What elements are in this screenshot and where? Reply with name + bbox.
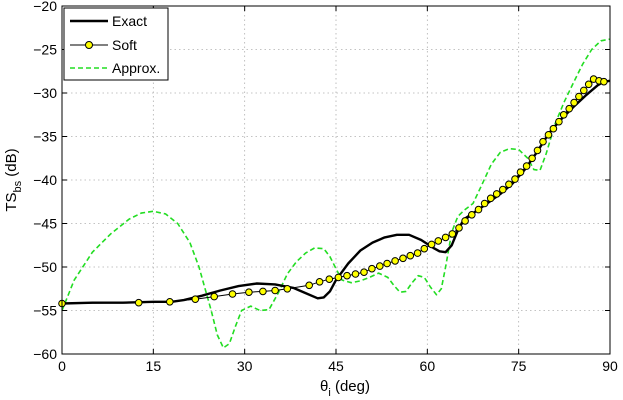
soft-point: [406, 251, 415, 260]
soft-point: [555, 117, 563, 126]
soft-point: [505, 180, 513, 189]
y-tick-label: −50: [33, 259, 57, 275]
legend: Exact Soft Approx.: [63, 7, 169, 81]
soft-point: [600, 77, 608, 86]
soft-point: [191, 295, 200, 304]
x-tick-label: 60: [420, 358, 436, 374]
soft-point: [351, 270, 360, 278]
soft-point: [522, 162, 531, 170]
y-tick-label: −30: [33, 85, 57, 101]
y-tick-label: −45: [33, 216, 57, 232]
legend-label-approx: Approx.: [112, 60, 160, 76]
soft-point: [584, 80, 593, 89]
y-tick-label: −40: [33, 172, 57, 188]
soft-point: [399, 254, 407, 263]
y-tick-label: −25: [33, 42, 57, 58]
soft-point: [343, 271, 351, 280]
soft-point: [468, 211, 476, 219]
series-layer: [58, 38, 611, 349]
soft-point: [376, 262, 384, 270]
y-tick-label: −55: [33, 303, 57, 319]
soft-point: [259, 287, 267, 296]
soft-point: [516, 168, 525, 176]
x-tick-label: 45: [328, 358, 344, 374]
soft-point: [283, 285, 292, 293]
soft-point: [499, 185, 507, 194]
soft-point: [580, 86, 588, 95]
soft-point: [413, 249, 422, 257]
soft-point: [559, 111, 568, 119]
soft-point: [427, 240, 436, 249]
soft-point: [360, 268, 368, 277]
y-tick-label: −60: [33, 346, 57, 362]
soft-point: [544, 131, 553, 139]
soft-point: [448, 230, 457, 238]
soft-point: [455, 224, 463, 232]
soft-point: [315, 278, 324, 286]
soft-point: [305, 281, 314, 290]
y-tick-label: −35: [33, 129, 57, 145]
soft-point: [134, 298, 143, 307]
series-line-approx: [61, 38, 611, 349]
soft-point: [549, 124, 558, 133]
ticks: 0 15 30 45 60 75 90 −60 −55 −50 −45 −40 −35 −30 −25 −20: [33, 0, 618, 374]
soft-point: [539, 137, 547, 146]
soft-point: [461, 217, 469, 225]
soft-point: [565, 104, 574, 113]
soft-point: [271, 286, 279, 295]
x-axis-label: θi (deg): [320, 378, 370, 399]
soft-point: [383, 259, 391, 268]
x-tick-label: 75: [511, 358, 527, 374]
soft-point: [533, 146, 542, 155]
y-axis-label: TSbs (dB): [3, 148, 24, 211]
soft-point: [245, 288, 253, 297]
soft-point: [368, 264, 376, 273]
soft-point: [570, 98, 578, 107]
soft-point: [486, 194, 495, 203]
soft-point: [575, 92, 583, 101]
soft-point: [228, 290, 237, 298]
soft-point: [474, 205, 483, 214]
x-tick-label: 15: [146, 358, 162, 374]
soft-point: [434, 237, 443, 245]
soft-point: [420, 244, 429, 253]
x-tick-label: 90: [602, 358, 618, 374]
soft-point: [334, 273, 343, 282]
soft-point: [480, 199, 489, 208]
soft-point: [210, 292, 218, 301]
legend-label-exact: Exact: [112, 13, 147, 29]
x-tick-label: 0: [58, 358, 66, 374]
legend-label-soft: Soft: [112, 37, 137, 53]
y-tick-label: −20: [33, 0, 57, 14]
soft-point: [391, 257, 399, 265]
soft-point: [441, 233, 450, 242]
soft-point: [511, 175, 519, 183]
soft-point: [325, 275, 334, 284]
soft-point: [492, 190, 501, 198]
soft-point: [166, 298, 174, 306]
legend-marker-soft: [85, 41, 93, 49]
soft-point: [528, 154, 536, 163]
x-tick-label: 30: [237, 358, 253, 374]
